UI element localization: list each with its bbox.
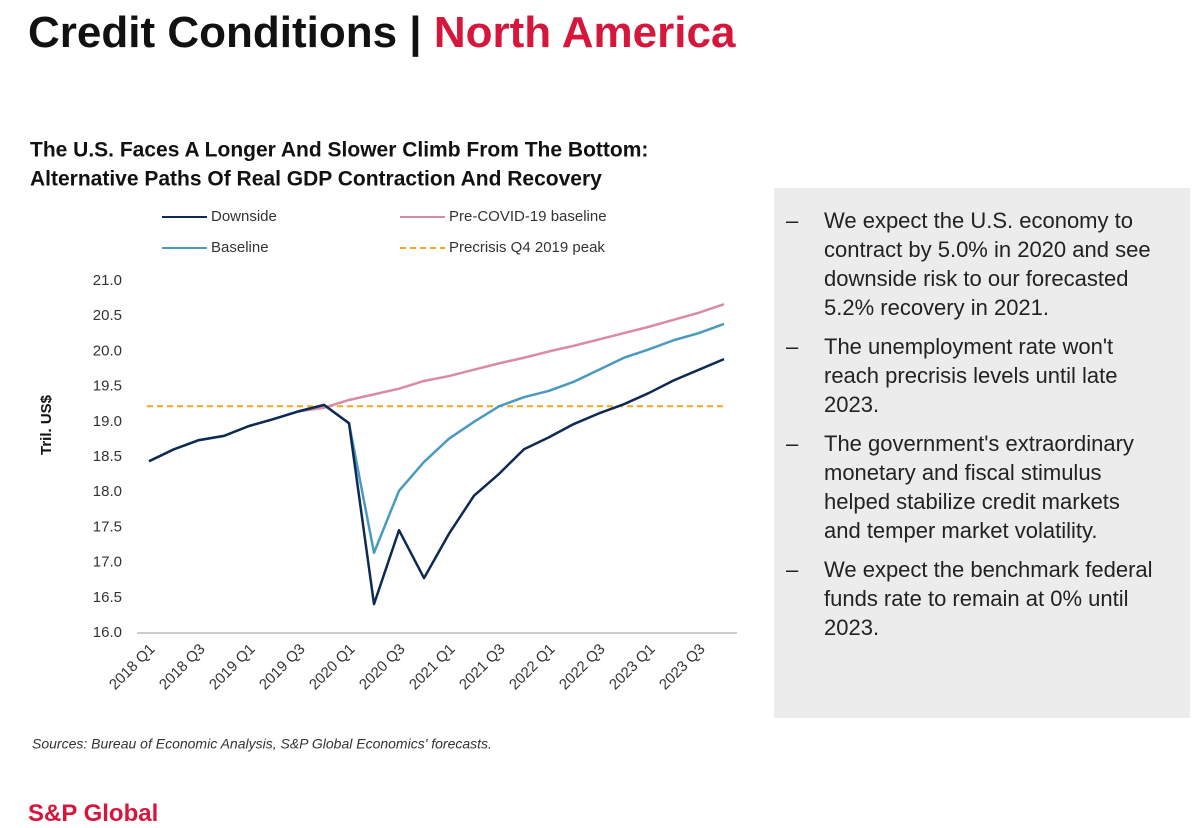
series-line: [298, 303, 725, 413]
y-tick-label: 19.0: [93, 413, 122, 430]
source: Sources: Bureau of Economic Analysis, S&…: [32, 736, 492, 752]
y-tick-label: 16.5: [93, 589, 122, 606]
x-tick-label: 2019 Q1: [206, 641, 259, 694]
series-line: [148, 357, 725, 606]
bullet: The government's extraordinary monetary …: [774, 429, 1160, 545]
title-main: Credit Conditions |: [28, 8, 422, 57]
x-tick-label: 2018 Q1: [106, 641, 159, 694]
x-tick-label: 2023 Q3: [656, 641, 709, 694]
y-tick-label: 18.5: [93, 448, 122, 465]
x-tick-label: 2022 Q3: [556, 641, 609, 694]
y-tick-label: 18.0: [93, 483, 122, 500]
chart-subtitle: Alternative Paths Of Real GDP Contractio…: [30, 168, 602, 191]
legend-label: Downside: [211, 208, 277, 225]
x-tick-label: 2023 Q1: [606, 641, 659, 694]
x-tick-label: 2021 Q1: [406, 641, 459, 694]
bullet-panel: We expect the U.S. economy to contract b…: [774, 188, 1190, 718]
y-tick-label: 17.0: [93, 554, 122, 571]
legend-label: Baseline: [211, 239, 269, 256]
series-line: [148, 322, 725, 554]
y-tick-label: 19.5: [93, 378, 122, 395]
y-tick-label: 16.0: [93, 624, 122, 641]
chart: The U.S. Faces A Longer And Slower Climb…: [30, 139, 737, 752]
x-tick-label: 2020 Q1: [306, 641, 359, 694]
bullet: We expect the benchmark federal funds ra…: [774, 555, 1160, 642]
x-tick-label: 2021 Q3: [456, 641, 509, 694]
y-tick-label: 21.0: [93, 272, 122, 289]
legend-label: Precrisis Q4 2019 peak: [449, 239, 605, 256]
y-tick-label: 20.0: [93, 342, 122, 359]
page-title: Credit Conditions | North America: [28, 8, 735, 58]
bullet: We expect the U.S. economy to contract b…: [774, 206, 1160, 322]
x-tick-label: 2022 Q1: [506, 641, 559, 694]
x-tick-label: 2019 Q3: [256, 641, 309, 694]
bullet: The unemployment rate won't reach precri…: [774, 332, 1160, 419]
legend-label: Pre-COVID-19 baseline: [449, 208, 607, 225]
y-tick-label: 20.5: [93, 307, 122, 324]
x-tick-label: 2020 Q3: [356, 641, 409, 694]
chart-title: The U.S. Faces A Longer And Slower Climb…: [30, 139, 648, 162]
title-region: North America: [433, 8, 736, 57]
bullet-list: We expect the U.S. economy to contract b…: [774, 188, 1190, 642]
y-axis-label: Tril. US$: [38, 394, 55, 455]
logo: S&P Global: [28, 800, 159, 827]
y-tick-label: 17.5: [93, 518, 122, 535]
x-tick-label: 2018 Q3: [156, 641, 209, 694]
